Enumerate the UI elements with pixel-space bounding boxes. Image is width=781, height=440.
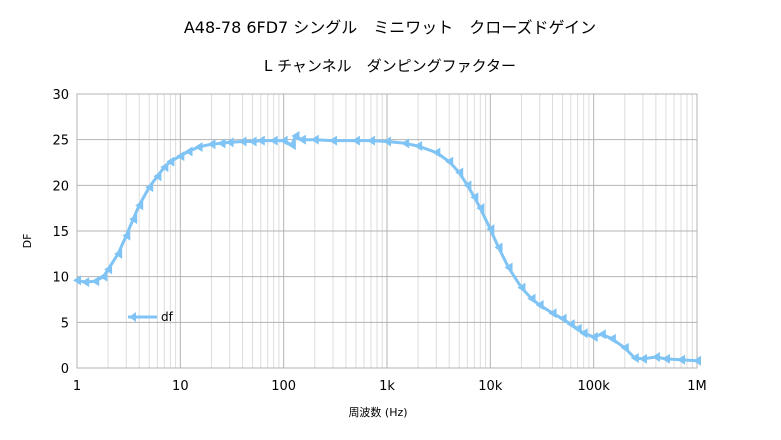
x-tick-label: 1 — [73, 379, 81, 394]
legend: df — [128, 310, 174, 324]
data-point — [176, 151, 185, 162]
chart-title: A48-78 6FD7 シングル ミニワット クローズドゲイン — [184, 18, 596, 37]
data-point — [517, 282, 526, 293]
data-point — [114, 248, 123, 259]
data-point — [225, 137, 234, 148]
data-point — [638, 353, 647, 364]
data-point — [129, 214, 138, 225]
data-point — [166, 156, 175, 167]
data-point — [579, 328, 588, 339]
plot-area — [76, 93, 698, 369]
x-tick-label: 10 — [172, 379, 189, 394]
grid — [76, 93, 698, 369]
data-point — [470, 192, 479, 203]
data-point — [217, 138, 226, 149]
data-point — [661, 353, 670, 364]
data-point — [207, 139, 216, 150]
data-point — [135, 200, 144, 211]
data-point — [366, 135, 375, 146]
data-point — [486, 224, 495, 235]
x-tick-label: 1k — [379, 379, 395, 394]
data-point — [81, 277, 90, 288]
data-point — [414, 141, 423, 152]
y-tick-label: 5 — [61, 316, 69, 331]
data-point — [494, 242, 503, 253]
data-point — [476, 203, 485, 214]
data-point — [145, 182, 154, 193]
data-point — [153, 171, 162, 182]
data-point — [597, 329, 606, 340]
data-point — [463, 180, 472, 191]
x-axis-label: 周波数 (Hz) — [348, 406, 407, 419]
data-point — [455, 167, 464, 178]
data-point — [548, 308, 557, 319]
data-point — [279, 135, 288, 146]
legend-marker — [129, 312, 136, 322]
data-point — [620, 342, 629, 353]
data-point — [104, 264, 113, 275]
y-tick-label: 25 — [52, 134, 69, 149]
y-tick-label: 20 — [52, 179, 69, 194]
data-point — [630, 352, 639, 363]
x-tick-label: 100k — [577, 379, 610, 394]
legend-label-df: df — [161, 310, 174, 324]
data-point — [287, 140, 296, 151]
data-point — [383, 136, 391, 147]
data-point — [558, 313, 567, 324]
tick-labels: 1 10 100 1k 10k 100k 1M 0 5 10 15 20 25 30 — [52, 88, 706, 394]
data-point — [310, 134, 319, 145]
data-point — [607, 333, 616, 344]
data-point — [351, 135, 360, 146]
data-point — [676, 354, 685, 365]
data-point — [573, 323, 582, 334]
series-layer — [73, 131, 701, 366]
data-point — [73, 275, 81, 286]
data-point — [160, 162, 169, 173]
y-tick-label: 30 — [52, 88, 69, 103]
data-point — [589, 331, 598, 342]
data-point — [291, 131, 300, 142]
data-point — [122, 230, 131, 241]
x-tick-label: 100 — [271, 379, 296, 394]
data-point — [269, 135, 278, 146]
data-point — [432, 147, 441, 158]
data-point — [693, 355, 701, 366]
data-point — [445, 156, 454, 167]
data-point — [184, 146, 193, 157]
data-point — [651, 352, 660, 363]
chart-subtitle: L チャンネル ダンピングファクター — [264, 57, 516, 75]
data-point — [328, 135, 337, 146]
data-point — [566, 319, 575, 330]
x-tick-label: 10k — [478, 379, 503, 394]
data-point — [401, 138, 410, 149]
data-point — [504, 262, 513, 273]
data-point — [297, 134, 306, 145]
data-point — [99, 271, 108, 282]
data-point — [527, 293, 536, 304]
data-point — [194, 141, 203, 152]
y-tick-label: 0 — [61, 362, 69, 377]
data-point — [256, 135, 265, 146]
x-tick-label: 1M — [687, 379, 707, 394]
data-point — [248, 136, 257, 147]
y-tick-label: 15 — [52, 225, 69, 240]
data-point — [91, 276, 100, 287]
data-point — [238, 136, 247, 147]
y-axis-label: DF — [21, 234, 34, 249]
y-tick-label: 10 — [52, 271, 69, 286]
data-point — [535, 299, 544, 310]
